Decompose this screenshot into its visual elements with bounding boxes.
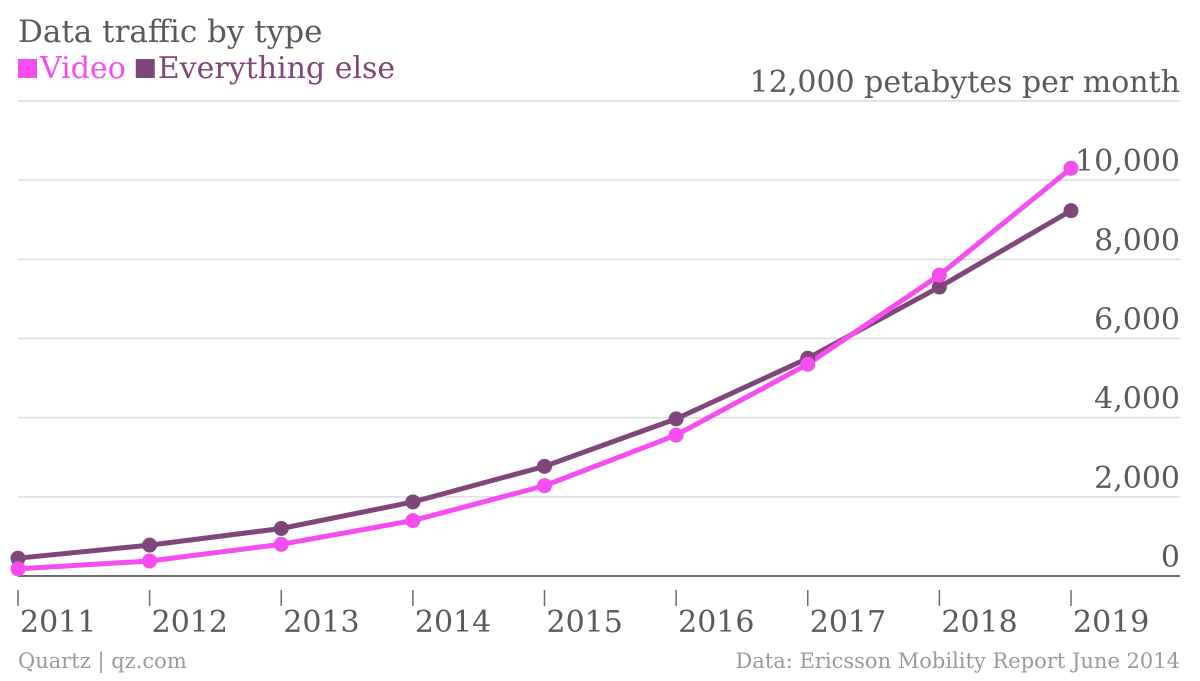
x-tick-label: 2013 — [283, 605, 359, 640]
y-tick-label: 12,000 petabytes per month — [750, 65, 1180, 100]
data-point-video — [142, 553, 158, 569]
data-point-everything-else — [537, 458, 552, 474]
data-point-video — [537, 478, 552, 494]
x-tick-label: 2018 — [941, 605, 1017, 640]
data-point-video — [931, 267, 947, 283]
y-tick-label: 2,000 — [1094, 461, 1180, 496]
x-tick-label: 2019 — [1073, 605, 1149, 640]
series-group — [10, 160, 1079, 577]
data-point-everything-else — [273, 521, 289, 536]
data-point-video — [10, 561, 26, 577]
data-point-everything-else — [931, 279, 947, 295]
gridlines — [18, 100, 1180, 498]
footer-source-left: Quartz | qz.com — [18, 649, 187, 674]
footer-source-right: Data: Ericsson Mobility Report June 2014 — [735, 649, 1180, 673]
data-point-everything-else — [142, 537, 158, 553]
data-point-everything-else — [1063, 203, 1079, 219]
data-point-video — [1063, 160, 1079, 176]
x-axis: 2011 2012 2013 2014 2015 2016 2017 2018 2019 — [17, 575, 1180, 640]
y-tick-label: 10,000 — [1075, 144, 1180, 179]
data-point-everything-else — [405, 494, 421, 510]
chart-title: Data traffic by type — [18, 14, 322, 50]
y-tick-label: 8,000 — [1094, 223, 1180, 258]
data-point-video — [800, 356, 816, 372]
x-tick-label: 2011 — [20, 605, 96, 640]
data-point-video — [668, 427, 684, 443]
data-point-everything-else — [668, 411, 684, 427]
data-point-video — [405, 513, 421, 529]
legend-swatch-video — [18, 59, 37, 78]
legend-label-everything-else: Everything else — [158, 51, 395, 86]
data-point-video — [273, 536, 289, 552]
y-tick-label: 6,000 — [1094, 303, 1180, 338]
y-axis-ticks: 0 2,000 4,000 6,000 8,000 10,000 12,000 petaby… — [750, 65, 1180, 575]
data-point-everything-else — [10, 550, 26, 566]
y-tick-label: 0 — [1161, 540, 1180, 575]
y-tick-label: 4,000 — [1094, 382, 1180, 417]
x-tick-label: 2016 — [678, 605, 754, 640]
series-line-everything-else — [15, 208, 1074, 561]
x-tick-label: 2015 — [547, 605, 623, 640]
legend-label-video: Video — [39, 51, 126, 86]
x-tick-label: 2014 — [415, 605, 491, 640]
legend: Video Everything else — [18, 51, 395, 86]
legend-swatch-everything-else — [135, 59, 155, 78]
x-tick-label: 2012 — [152, 605, 228, 640]
series-line-video — [15, 165, 1074, 572]
x-tick-label: 2017 — [810, 605, 886, 640]
